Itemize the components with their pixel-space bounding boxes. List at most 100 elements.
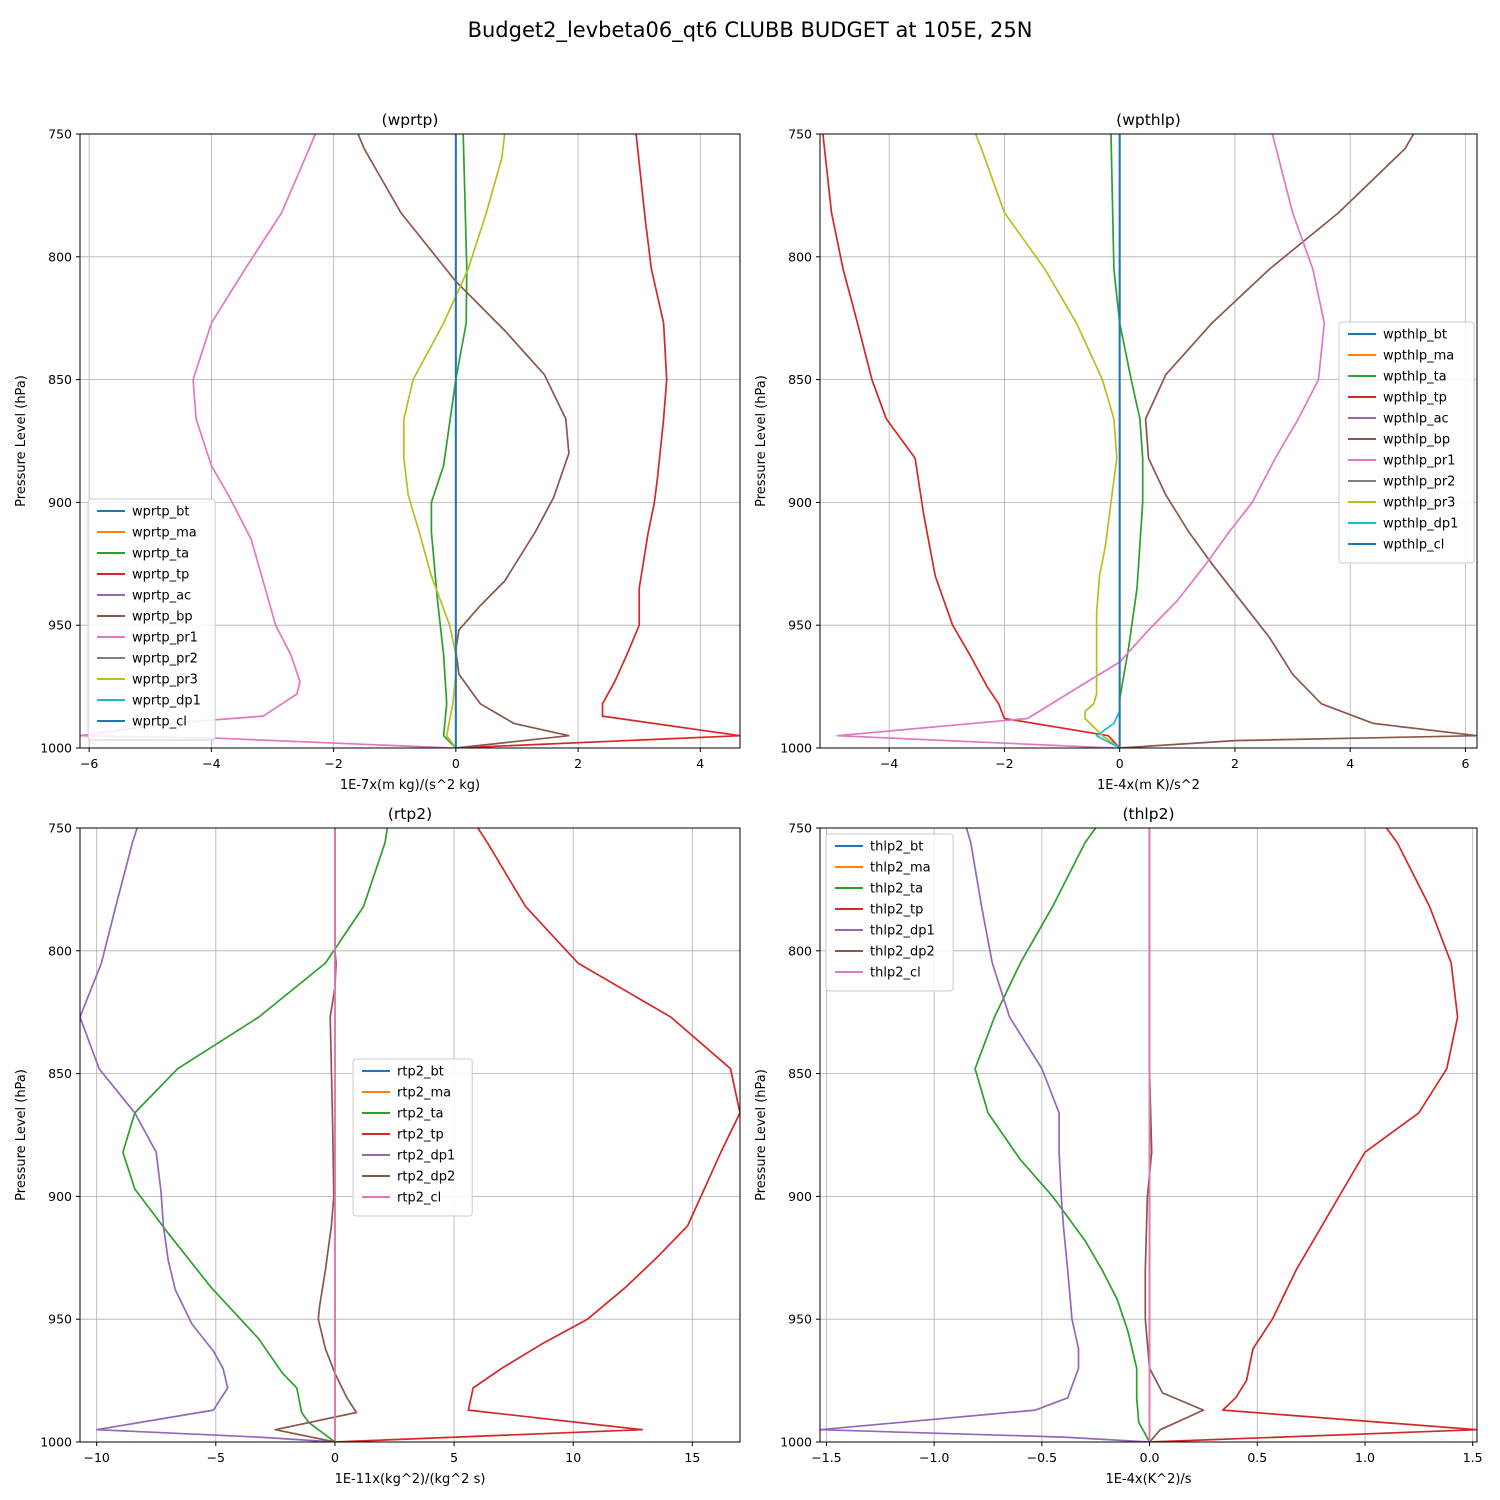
series-line-wpthlp_ta (1110, 134, 1144, 748)
x-tick-label: −2 (995, 756, 1013, 771)
legend-label-wpthlp_bp: wpthlp_bp (1383, 433, 1450, 448)
y-tick-label: 950 (48, 618, 72, 633)
x-tick-label: −10 (83, 1450, 109, 1465)
x-tick-label: 2 (574, 756, 582, 771)
legend-label-rtp2_dp2: rtp2_dp2 (397, 1170, 455, 1185)
y-tick-label: 950 (788, 1312, 812, 1327)
x-tick-label: 10 (565, 1450, 581, 1465)
series-line-thlp2_dp1 (820, 828, 1150, 1442)
legend-label-wpthlp_cl: wpthlp_cl (1383, 538, 1444, 553)
series-line-rtp2_ta (122, 828, 389, 1442)
y-tick-label: 800 (48, 249, 72, 264)
panel-2: −10 −5 0 5 10 15 750 800 850 900 950 1000 (rtp2) 1E-1… (14, 805, 741, 1487)
series-line-wpthlp_bp (1119, 134, 1477, 748)
legend-label-thlp2_tp: thlp2_tp (870, 903, 923, 918)
axes-frame (79, 827, 741, 1443)
x-tick-label: 1.0 (1355, 1450, 1375, 1465)
x-tick-label: −4 (202, 756, 220, 771)
y-tick-label: 950 (48, 1312, 72, 1327)
panel-1: −4 −2 0 2 4 6 750 800 850 900 950 1000 (wpthlp) 1E-4x… (754, 111, 1478, 793)
legend-label-wprtp_pr3: wprtp_pr3 (132, 673, 198, 688)
legend-label-wpthlp_ta: wpthlp_ta (1383, 370, 1447, 385)
figure-title: Budget2_levbeta06_qt6 CLUBB BUDGET at 10… (468, 18, 1033, 43)
series-group (80, 134, 740, 748)
legend-label-rtp2_ta: rtp2_ta (397, 1107, 444, 1122)
y-tick-label: 900 (48, 1189, 72, 1204)
series-line-wprtp_ta (430, 134, 468, 748)
x-tick-label: −1.5 (811, 1450, 841, 1465)
x-tick-label: 1.5 (1463, 1450, 1483, 1465)
x-tick-label: 4 (696, 756, 704, 771)
series-line-wpthlp_pr1 (836, 134, 1326, 748)
y-tick-label: 800 (788, 943, 812, 958)
x-tick-label: 0 (1116, 756, 1124, 771)
y-tick-label: 850 (788, 372, 812, 387)
series-line-wpthlp_pr3 (974, 134, 1121, 748)
series-group (820, 828, 1477, 1442)
legend-label-wprtp_bt: wprtp_bt (132, 505, 189, 520)
legend-label-wprtp_tp: wprtp_tp (132, 568, 189, 583)
legend-label-wpthlp_ma: wpthlp_ma (1383, 349, 1454, 364)
y-tick-label: 800 (788, 249, 812, 264)
x-axis-label: 1E-7x(m kg)/(s^2 kg) (340, 778, 480, 793)
axes-frame (819, 133, 1478, 749)
y-axis-label: Pressure Level (hPa) (754, 1069, 769, 1201)
x-axis-label: 1E-4x(K^2)/s (1105, 1472, 1191, 1487)
y-tick-label: 750 (48, 127, 72, 142)
legend-label-wpthlp_pr2: wpthlp_pr2 (1383, 475, 1455, 490)
series-line-wprtp_tp (455, 134, 740, 748)
y-tick-label: 750 (48, 821, 72, 836)
x-tick-label: −0.5 (1027, 1450, 1057, 1465)
series-line-rtp2_tp (334, 828, 740, 1442)
legend: rtp2_bt rtp2_ma rtp2_ta rtp2_tp rtp2_dp1 rtp2… (352, 1058, 473, 1217)
legend: wprtp_bt wprtp_ma wprtp_ta wprtp_tp wprtp_ac… (87, 498, 216, 741)
legend-label-wprtp_ta: wprtp_ta (132, 547, 189, 562)
legend: wpthlp_bt wpthlp_ma wpthlp_ta wpthlp_tpwpth… (1338, 321, 1475, 564)
y-tick-label: 750 (788, 821, 812, 836)
series-group (80, 828, 740, 1442)
legend-label-rtp2_tp: rtp2_tp (397, 1128, 444, 1143)
legend-label-rtp2_bt: rtp2_bt (397, 1065, 444, 1080)
legend: thlp2_bt thlp2_ma thlp2_ta thlp2_tp thlp2_dp… (825, 833, 954, 992)
legend-label-thlp2_dp2: thlp2_dp2 (870, 945, 935, 960)
y-tick-label: 850 (48, 1066, 72, 1081)
legend-label-wprtp_cl: wprtp_cl (132, 715, 187, 730)
panels: −6 −4 −2 0 2 47508008509009501000(wprtp)1E-7x… (14, 111, 1483, 1487)
series-line-thlp2_ta (974, 828, 1151, 1442)
x-tick-label: −6 (80, 756, 98, 771)
x-tick-label: −2 (324, 756, 342, 771)
x-tick-label: 0 (452, 756, 460, 771)
x-tick-label: −4 (880, 756, 898, 771)
legend-label-wpthlp_bt: wpthlp_bt (1383, 328, 1447, 343)
y-tick-label: 850 (48, 372, 72, 387)
y-tick-label: 1000 (780, 741, 812, 756)
axes-frame (79, 133, 741, 749)
y-tick-label: 1000 (780, 1435, 812, 1450)
series-line-wprtp_pr3 (403, 134, 506, 748)
panel-title: (thlp2) (1122, 805, 1174, 823)
x-tick-label: 0.5 (1247, 1450, 1267, 1465)
y-axis-label: Pressure Level (hPa) (14, 375, 29, 507)
x-axis-label: 1E-4x(m K)/s^2 (1097, 778, 1200, 793)
legend-label-wpthlp_ac: wpthlp_ac (1383, 412, 1449, 427)
x-tick-label: −1.0 (919, 1450, 949, 1465)
y-tick-label: 750 (788, 127, 812, 142)
y-tick-label: 1000 (40, 741, 72, 756)
y-tick-label: 900 (788, 1189, 812, 1204)
x-tick-label: 5 (450, 1450, 458, 1465)
y-tick-label: 950 (788, 618, 812, 633)
x-tick-label: 4 (1346, 756, 1354, 771)
x-tick-label: 0 (331, 1450, 339, 1465)
legend-label-rtp2_ma: rtp2_ma (397, 1086, 451, 1101)
legend-label-rtp2_dp1: rtp2_dp1 (397, 1149, 455, 1164)
panel-title: (wpthlp) (1116, 111, 1181, 129)
legend-label-rtp2_cl: rtp2_cl (397, 1191, 441, 1206)
panel-title: (wprtp) (382, 111, 439, 129)
legend-label-thlp2_dp1: thlp2_dp1 (870, 924, 935, 939)
y-axis-label: Pressure Level (hPa) (754, 375, 769, 507)
series-line-wpthlp_tp (822, 134, 1121, 748)
legend-label-thlp2_bt: thlp2_bt (870, 840, 923, 855)
legend-label-thlp2_ma: thlp2_ma (870, 861, 931, 876)
legend-label-wprtp_ma: wprtp_ma (132, 526, 197, 541)
